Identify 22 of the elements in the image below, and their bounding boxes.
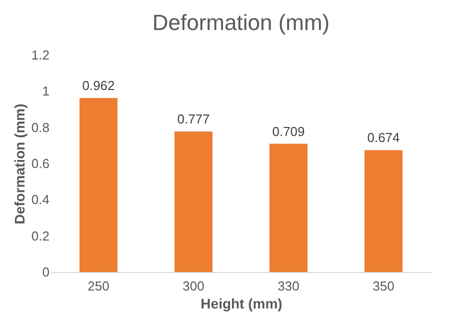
bar [80, 98, 118, 272]
y-axis-title: Deformation (mm) [11, 104, 28, 224]
x-tick-label: 330 [278, 278, 300, 294]
y-tick-label: 0.4 [31, 192, 50, 208]
data-label: 0.674 [367, 130, 400, 146]
data-label: 0.962 [82, 78, 115, 94]
bar [364, 150, 402, 272]
x-tick-label: 350 [372, 278, 394, 294]
x-tick-label: 250 [88, 278, 110, 294]
chart-title: Deformation (mm) [152, 10, 330, 35]
data-label: 0.777 [177, 111, 210, 126]
y-tick-label: 0.6 [31, 156, 50, 171]
y-tick-label: 1.2 [31, 48, 50, 62]
y-tick-label: 1 [42, 84, 50, 99]
y-tick-label: 0.2 [31, 228, 50, 244]
data-label: 0.709 [272, 124, 305, 139]
y-tick-label: 0.8 [31, 120, 50, 135]
bar [174, 131, 212, 272]
y-tick-label: 0 [42, 264, 50, 280]
x-tick-label: 300 [182, 278, 204, 294]
x-axis-title: Height (mm) [200, 296, 282, 312]
bar [270, 144, 308, 272]
